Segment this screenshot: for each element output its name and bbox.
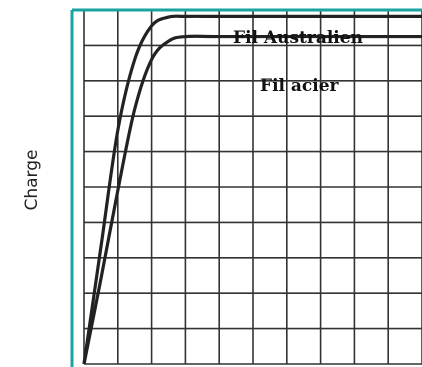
series-line-fil-australien (82, 14, 422, 365)
series-lines (82, 14, 422, 365)
axis-frame (70, 8, 422, 367)
series-line-fil-acier (82, 34, 422, 365)
grid-lines (83, 9, 422, 365)
series-labels: Fil Australien Fil acier (233, 28, 363, 96)
series-label-fil-australien: Fil Australien (233, 28, 363, 48)
series-label-fil-acier: Fil acier (260, 76, 340, 96)
